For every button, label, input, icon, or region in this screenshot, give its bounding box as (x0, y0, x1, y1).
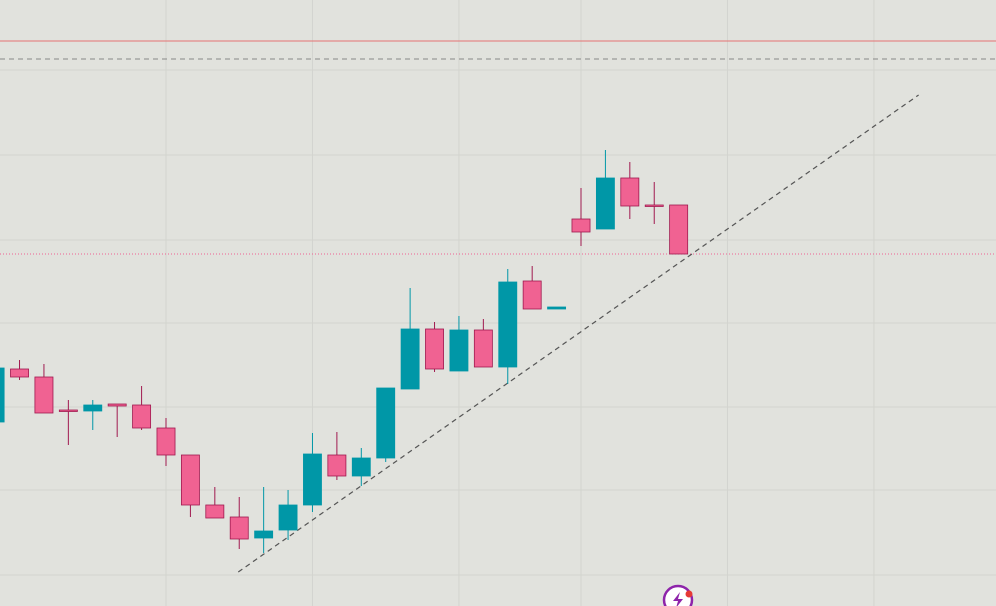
candle-body (107, 403, 127, 407)
logo-bolt (673, 592, 683, 606)
candle-body (571, 218, 591, 233)
candle-body (83, 404, 103, 412)
candle-body (327, 454, 347, 477)
marks (0, 40, 996, 573)
candle-body (0, 367, 5, 423)
candle-body (351, 457, 371, 477)
candle-body (205, 504, 225, 519)
candle-body (595, 177, 615, 230)
candle-body (449, 329, 469, 372)
logo[interactable] (662, 584, 694, 606)
candle-body (229, 516, 249, 540)
candle-body (254, 530, 274, 539)
candle-body (34, 376, 54, 414)
candle-body (10, 368, 29, 378)
candle-body (180, 454, 200, 506)
candle-body (400, 328, 420, 390)
logo-dot (685, 590, 693, 598)
candle-body (498, 281, 518, 368)
candle-body (156, 427, 176, 456)
trendline (237, 94, 919, 573)
candle-body (522, 280, 542, 310)
candle-body (303, 453, 322, 506)
candle-body (132, 404, 152, 429)
candle-body (278, 504, 298, 531)
candle-body (644, 204, 664, 207)
candle-body (669, 204, 689, 255)
candle-body (620, 177, 640, 207)
candle-body (547, 306, 567, 310)
candle-body (376, 387, 396, 459)
candle-body (425, 328, 444, 370)
candle-body (58, 409, 78, 412)
candle-body (473, 329, 493, 368)
